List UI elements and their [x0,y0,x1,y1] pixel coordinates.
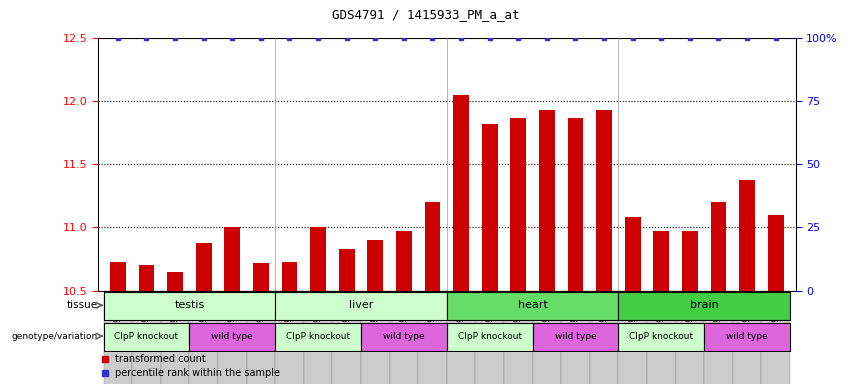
Bar [161,291,190,384]
Bar [504,291,533,384]
Bar [590,291,619,384]
Bar [396,231,412,291]
Bar [104,291,132,384]
Bar [533,323,619,351]
Bar [768,215,784,291]
Bar [740,180,755,291]
Text: ClpP knockout: ClpP knockout [458,332,522,341]
Bar [190,291,218,384]
Bar [104,292,275,320]
Bar [447,323,533,351]
Bar [275,323,361,351]
Text: wild type: wild type [726,332,768,341]
Bar [447,291,476,384]
Text: ClpP knockout: ClpP knockout [286,332,350,341]
Bar [447,292,619,320]
Text: transformed count: transformed count [116,354,206,364]
Text: heart: heart [517,300,547,310]
Bar [390,291,418,384]
Bar [568,118,583,291]
Text: ClpP knockout: ClpP knockout [629,332,694,341]
Bar [139,265,154,291]
Bar [704,323,790,351]
Bar [190,323,275,351]
Text: tissue: tissue [66,300,98,310]
Bar [704,291,733,384]
Bar [253,263,269,291]
Bar [511,118,526,291]
Bar [368,240,383,291]
Bar [647,291,676,384]
Text: GDS4791 / 1415933_PM_a_at: GDS4791 / 1415933_PM_a_at [332,8,519,21]
Bar [418,291,447,384]
Bar [275,292,447,320]
Bar [762,291,790,384]
Bar [533,291,561,384]
Bar [196,243,212,291]
Text: wild type: wild type [211,332,253,341]
Text: testis: testis [174,300,204,310]
Bar [597,110,612,291]
Bar [539,110,555,291]
Text: wild type: wild type [383,332,425,341]
Bar [275,291,304,384]
Bar [104,323,190,351]
Bar [167,271,183,291]
Bar [682,231,698,291]
Bar [454,95,469,291]
Text: percentile rank within the sample: percentile rank within the sample [116,368,280,378]
Bar [339,249,355,291]
Bar [361,323,447,351]
Bar [132,291,161,384]
Text: liver: liver [349,300,374,310]
Bar [619,323,704,351]
Bar [561,291,590,384]
Text: wild type: wild type [555,332,597,341]
Bar [711,202,727,291]
Bar [482,124,498,291]
Bar [304,291,333,384]
Bar [733,291,762,384]
Text: brain: brain [690,300,718,310]
Bar [247,291,275,384]
Bar [676,291,704,384]
Bar [361,291,390,384]
Bar [225,227,240,291]
Text: genotype/variation: genotype/variation [12,332,98,341]
Bar [476,291,504,384]
Bar [619,292,790,320]
Bar [218,291,247,384]
Bar [654,231,669,291]
Bar [425,202,440,291]
Text: ClpP knockout: ClpP knockout [114,332,179,341]
Bar [625,217,641,291]
Bar [311,227,326,291]
Bar [333,291,361,384]
Bar [110,262,126,291]
Bar [619,291,647,384]
Bar [282,262,297,291]
